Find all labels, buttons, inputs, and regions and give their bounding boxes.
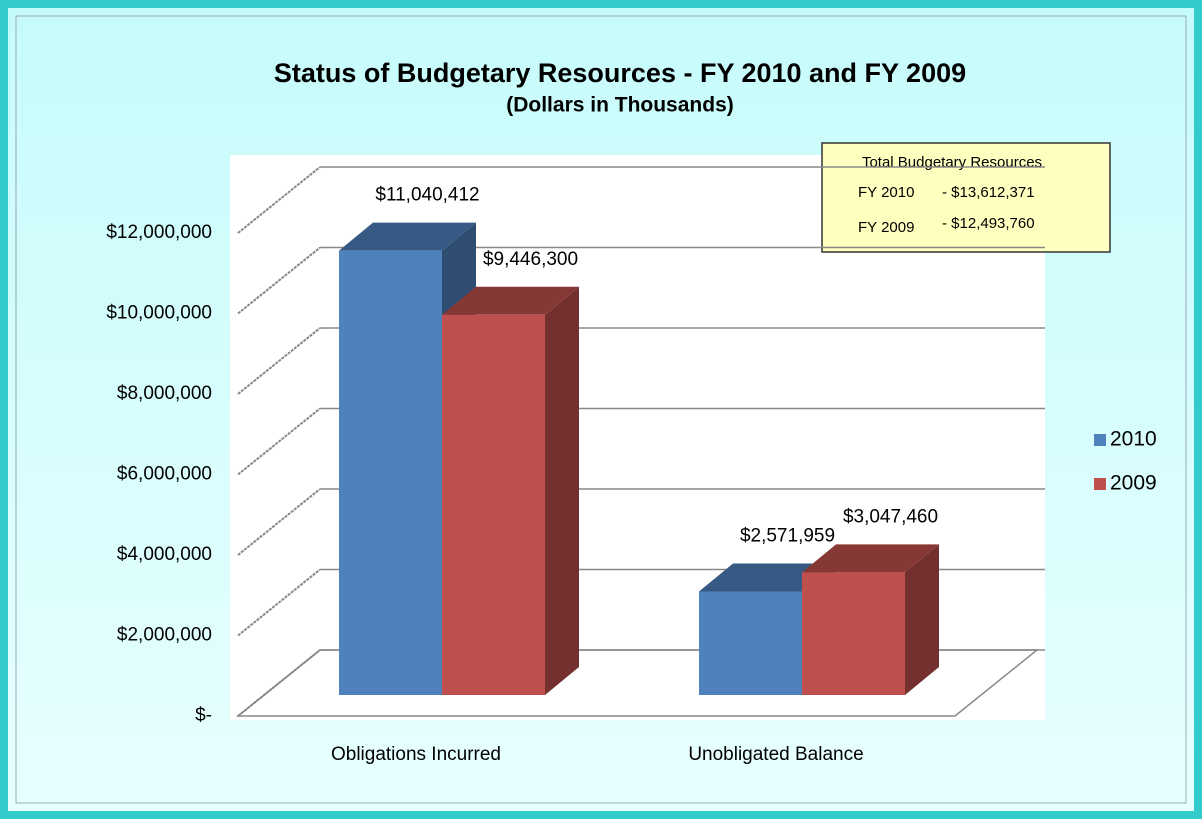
y-tick-label: $4,000,000 xyxy=(117,544,212,565)
inner-frame xyxy=(15,15,1187,804)
annotation-value: - $13,612,371 xyxy=(942,184,1035,201)
value-label: $2,571,959 xyxy=(740,525,835,546)
chart-title: Status of Budgetary Resources - FY 2010 … xyxy=(274,58,966,88)
grid-line xyxy=(237,407,321,476)
bar xyxy=(802,572,905,695)
grid-line xyxy=(237,166,321,234)
bar xyxy=(442,314,545,695)
bar xyxy=(339,250,442,695)
bar xyxy=(699,591,802,695)
x-tick-label: Unobligated Balance xyxy=(688,744,863,765)
grid-line xyxy=(237,246,321,315)
annotation-value: - $12,493,760 xyxy=(942,215,1035,232)
legend-label: 2010 xyxy=(1110,428,1157,451)
x-tick-label: Obligations Incurred xyxy=(331,744,501,765)
value-label: $3,047,460 xyxy=(843,506,938,527)
bar-top xyxy=(442,286,579,315)
legend-label: 2009 xyxy=(1110,472,1157,495)
bar-top xyxy=(699,563,836,592)
y-tick-label: $12,000,000 xyxy=(106,222,212,243)
y-tick-label: $2,000,000 xyxy=(117,625,212,646)
legend-swatch xyxy=(1094,478,1106,490)
grid-line xyxy=(237,327,321,395)
y-tick-label: $10,000,000 xyxy=(106,303,212,324)
y-tick-label: $- xyxy=(195,705,212,726)
grid-line xyxy=(237,488,321,556)
annotation-label: FY 2010 xyxy=(858,184,914,201)
annotation-label: FY 2009 xyxy=(858,219,914,236)
bar-top xyxy=(802,544,939,573)
value-label: $11,040,412 xyxy=(375,185,479,206)
value-label: $9,446,300 xyxy=(483,249,578,270)
grid-line xyxy=(237,568,321,637)
y-tick-label: $6,000,000 xyxy=(117,464,212,485)
bar-top xyxy=(339,222,476,251)
annotation-title: Total Budgetary Resources xyxy=(862,154,1042,171)
bar-side xyxy=(905,544,939,695)
chart-subtitle: (Dollars in Thousands) xyxy=(506,94,734,117)
grid-line xyxy=(237,649,321,717)
legend-swatch xyxy=(1094,434,1106,446)
y-tick-label: $8,000,000 xyxy=(117,383,212,404)
annotation-box xyxy=(821,142,1111,253)
bar-side xyxy=(545,286,579,695)
